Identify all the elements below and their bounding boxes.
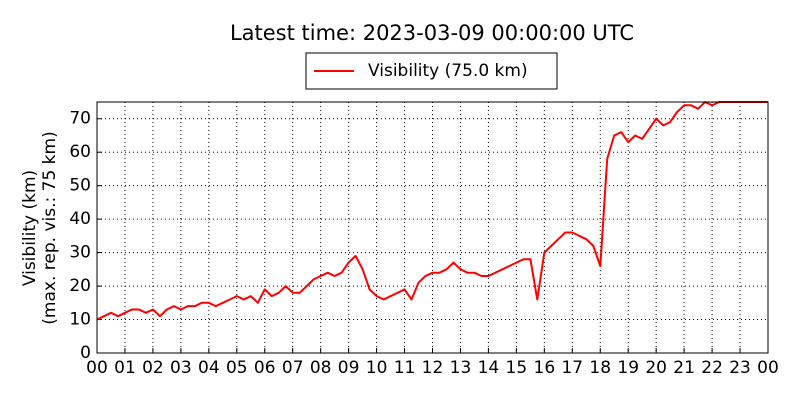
y-tick-label: 20 — [69, 276, 91, 296]
y-tick-label: 10 — [69, 310, 91, 330]
x-tick-label: 19 — [617, 358, 639, 378]
x-tick-label: 03 — [170, 358, 192, 378]
legend-label: Visibility (75.0 km) — [368, 61, 528, 81]
y-tick-label: 60 — [69, 142, 91, 162]
y-tick-label: 70 — [69, 109, 91, 129]
x-tick-label: 21 — [673, 358, 695, 378]
x-tick-label: 11 — [394, 358, 416, 378]
chart-title: Latest time: 2023-03-09 00:00:00 UTC — [230, 21, 634, 45]
data-line — [96, 101, 768, 321]
x-tick-label: 07 — [282, 358, 304, 378]
x-tick-label: 17 — [561, 358, 583, 378]
y-axis-label: Visibility (km) — [20, 170, 40, 286]
y-tick-label: 0 — [80, 343, 91, 363]
x-tick-label: 00 — [86, 358, 108, 378]
x-tick-label: 06 — [254, 358, 276, 378]
plot-frame — [96, 101, 769, 354]
x-tick-label: 18 — [589, 358, 611, 378]
x-tick-label: 10 — [366, 358, 388, 378]
x-tick-label: 09 — [338, 358, 360, 378]
y-tick-label: 50 — [69, 176, 91, 196]
y-tick-label: 30 — [69, 243, 91, 263]
x-tick-label: 20 — [645, 358, 667, 378]
x-tick-label: 13 — [450, 358, 472, 378]
y-tick-label: 40 — [69, 209, 91, 229]
y-axis-label: (max. rep. vis.: 75 km) — [40, 131, 60, 324]
x-tick-label: 16 — [534, 358, 556, 378]
x-tick-label: 04 — [198, 358, 220, 378]
x-tick-label: 23 — [729, 358, 751, 378]
x-tick-label: 15 — [506, 358, 528, 378]
x-tick-label: 02 — [142, 358, 164, 378]
x-tick-label: 22 — [701, 358, 723, 378]
x-tick-label: 12 — [422, 358, 444, 378]
x-tick-label: 14 — [478, 358, 500, 378]
x-tick-label: 05 — [226, 358, 248, 378]
x-tick-label: 00 — [757, 358, 779, 378]
x-tick-label: 01 — [114, 358, 136, 378]
x-tick-label: 08 — [310, 358, 332, 378]
